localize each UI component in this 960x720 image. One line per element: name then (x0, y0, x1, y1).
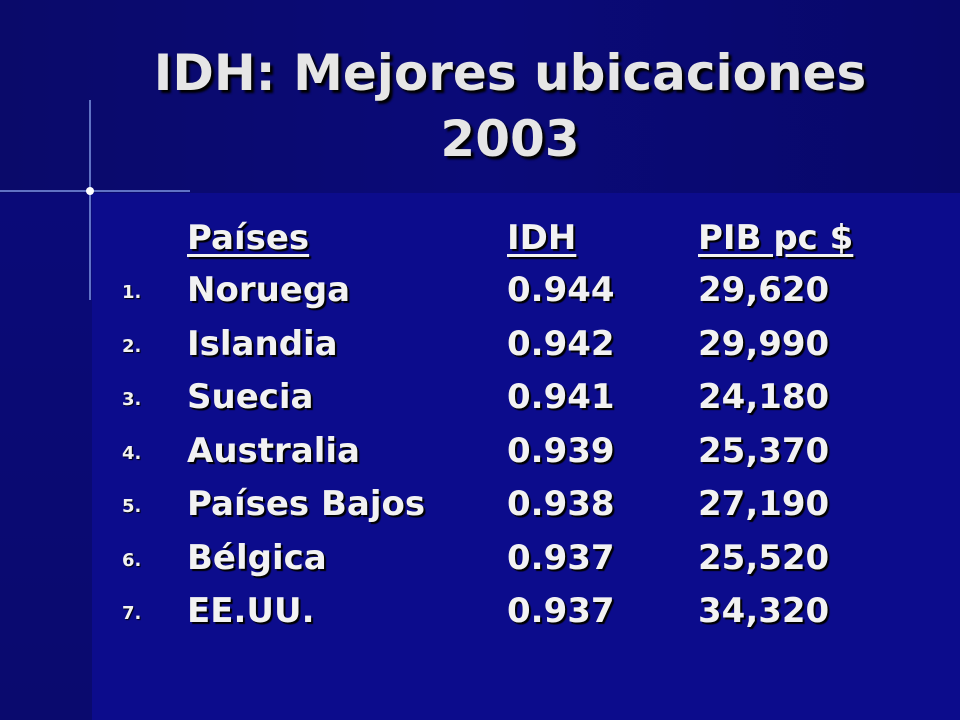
pib: 29,620 (698, 270, 830, 310)
country: Islandia (187, 323, 338, 364)
row-number: 4. (122, 442, 142, 464)
header-cell: PIB pc $ (698, 218, 854, 258)
idh: 0.938 (507, 484, 615, 524)
sparkle (0, 100, 190, 300)
row-number: 7. (122, 603, 142, 624)
row-number: 6. (122, 549, 142, 571)
country: Noruega (187, 270, 351, 310)
top-band (0, 0, 960, 193)
left-band (0, 193, 92, 720)
country: Suecia (187, 377, 314, 417)
country: Bélgica (187, 537, 327, 578)
country: Países Bajos (187, 484, 426, 524)
idh: 0.939 (507, 430, 615, 471)
pib: 34,320 (698, 591, 830, 631)
row-number: 1. (122, 282, 142, 303)
pib: 24,180 (698, 377, 830, 417)
pib: 27,190 (698, 484, 830, 524)
pib: 25,520 (698, 537, 830, 578)
idh: 0.937 (507, 537, 615, 578)
pib: 25,370 (698, 430, 830, 471)
header-cell: IDH (507, 218, 577, 258)
idh: 0.944 (507, 270, 615, 310)
title: IDH: Mejores ubicaciones 2003 (153, 44, 867, 168)
row-number: 5. (122, 496, 142, 517)
country: Australia (187, 430, 360, 471)
header-cell: Países (187, 218, 310, 258)
row-number: 2. (122, 335, 142, 357)
idh: 0.942 (507, 323, 615, 364)
pib: 29,990 (698, 323, 830, 364)
row-number: 3. (122, 389, 142, 410)
idh: 0.941 (507, 377, 615, 417)
country: EE.UU. (187, 591, 315, 631)
idh: 0.937 (507, 591, 615, 631)
